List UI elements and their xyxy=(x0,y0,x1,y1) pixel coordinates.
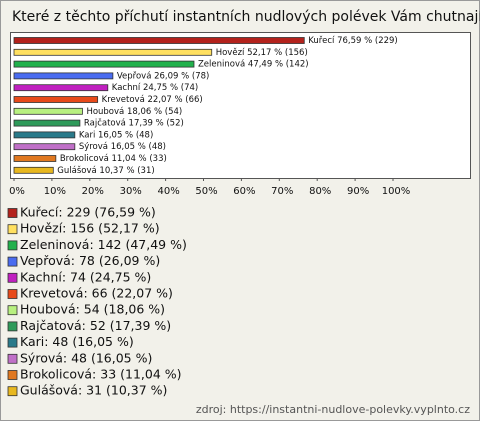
legend-label: Brokolicová: 33 (11,04 %) xyxy=(20,367,182,382)
x-tick-label: 70% xyxy=(271,186,293,197)
legend-label: Rajčatová: 52 (17,39 %) xyxy=(20,318,171,333)
bar-label: Hovězí 52,17 % (156) xyxy=(216,48,308,58)
legend-label: Kari: 48 (16,05 %) xyxy=(20,334,134,349)
legend-label: Vepřová: 78 (26,09 %) xyxy=(20,253,160,268)
legend-swatch xyxy=(7,353,18,364)
bar xyxy=(13,84,109,92)
x-tick-label: 80% xyxy=(309,186,331,197)
legend-label: Krevetová: 66 (22,07 %) xyxy=(20,286,173,301)
bar-label: Kari 16,05 % (48) xyxy=(79,130,153,140)
bar-label: Brokolicová 11,04 % (33) xyxy=(60,154,167,164)
bar-label: Gulášová 10,37 % (31) xyxy=(57,165,154,176)
bar-label: Vepřová 26,09 % (78) xyxy=(117,71,210,81)
bar xyxy=(13,48,213,56)
x-tick-label: 60% xyxy=(233,186,255,197)
bar xyxy=(13,143,76,151)
bar xyxy=(13,155,57,162)
bar xyxy=(13,72,114,80)
bar-label: Kuřecí 76,59 % (229) xyxy=(308,36,397,46)
x-tick-label: 50% xyxy=(195,186,217,197)
bar-label: Sýrová 16,05 % (48) xyxy=(79,142,166,152)
legend-swatch xyxy=(7,208,18,218)
legend-swatch xyxy=(7,272,18,283)
chart-title: Které z těchto příchutí instantních nudl… xyxy=(12,9,480,25)
plot-area xyxy=(10,32,471,179)
legend-swatch xyxy=(7,289,18,299)
legend-swatch xyxy=(7,321,18,332)
legend-swatch xyxy=(7,224,18,235)
x-tick-label: 100% xyxy=(382,186,411,197)
legend-swatch xyxy=(7,386,18,397)
legend-label: Houbová: 54 (18,06 %) xyxy=(20,302,165,317)
x-tick-label: 40% xyxy=(157,186,179,197)
bar xyxy=(13,96,99,103)
bar-label: Zeleninová 47,49 % (142) xyxy=(198,60,309,70)
legend-label: Gulášová: 31 (10,37 %) xyxy=(20,383,167,398)
x-tick-label: 10% xyxy=(44,186,66,197)
bar xyxy=(13,37,305,44)
legend-swatch xyxy=(7,240,18,251)
bar-label: Kachní 24,75 % (74) xyxy=(112,83,198,93)
legend-label: Kuřecí: 229 (76,59 %) xyxy=(20,205,156,220)
legend-swatch xyxy=(7,337,18,348)
legend-label: Zeleninová: 142 (47,49 %) xyxy=(20,237,187,252)
legend-label: Sýrová: 48 (16,05 %) xyxy=(20,350,152,365)
bar-label: Krevetová 22,07 % (66) xyxy=(102,95,203,105)
legend-label: Hovězí: 156 (52,17 %) xyxy=(20,221,160,236)
bar xyxy=(13,107,83,115)
bar-label: Rajčatová 17,39 % (52) xyxy=(84,118,184,129)
bar xyxy=(13,166,54,174)
x-tick-label: 30% xyxy=(120,186,142,197)
legend-swatch xyxy=(7,305,18,316)
legend-swatch xyxy=(7,370,18,380)
x-tick-label: 0% xyxy=(9,186,25,197)
source: zdroj: https://instantni-nudlove-polevky… xyxy=(196,403,470,416)
legend-swatch xyxy=(7,256,18,267)
x-tick-label: 20% xyxy=(82,186,104,197)
legend-label: Kachní: 74 (24,75 %) xyxy=(20,269,151,284)
bar-label: Houbová 18,06 % (54) xyxy=(86,107,182,117)
bar xyxy=(13,60,195,68)
bar xyxy=(13,131,76,139)
x-tick-label: 90% xyxy=(347,186,369,197)
bar xyxy=(13,119,81,127)
